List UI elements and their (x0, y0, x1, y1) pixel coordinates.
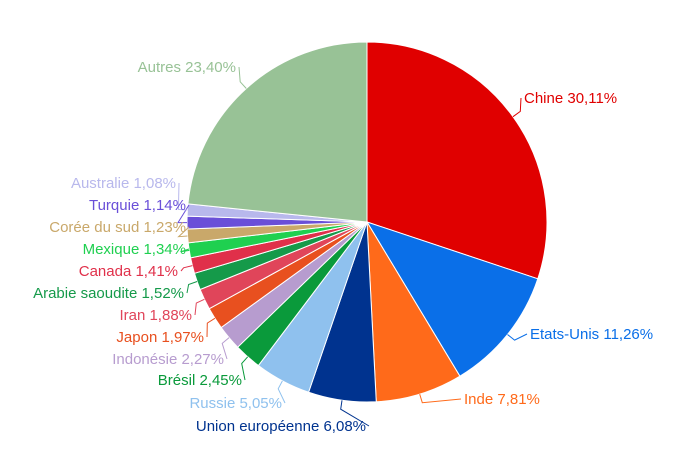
leader-line-13 (177, 226, 190, 238)
slice-label-11: Canada 1,41% (79, 263, 178, 280)
leader-line-5 (277, 380, 286, 404)
leader-line-6 (241, 356, 249, 381)
leader-line-16 (238, 66, 247, 89)
slice-label-13: Corée du sud 1,23% (49, 219, 186, 236)
slice-label-14: Turquie 1,14% (89, 197, 186, 214)
leader-line-8 (206, 317, 216, 338)
slice-label-10: Arabie saoudite 1,52% (33, 285, 184, 302)
slice-label-9: Iran 1,88% (119, 307, 192, 324)
leader-line-7 (221, 337, 230, 360)
leader-line-1 (512, 97, 522, 118)
leader-line-4 (340, 400, 370, 427)
leader-line-3 (419, 393, 462, 404)
slice-label-5: Russie 5,05% (189, 395, 282, 412)
leader-line-12 (180, 248, 190, 253)
slice-labels: Chine 30,11% Etats-Unis 11,26% Inde 7,81% U… (33, 59, 653, 435)
leader-line-10 (186, 281, 198, 294)
leader-line-9 (194, 298, 205, 316)
leader-lines (177, 66, 528, 427)
slice-label-12: Mexique 1,34% (83, 241, 186, 258)
slice-label-1: Chine 30,11% (524, 90, 617, 107)
slice-label-8: Japon 1,97% (116, 329, 204, 346)
slice-label-6: Brésil 2,45% (158, 372, 242, 389)
leader-line-11 (180, 265, 193, 272)
slice-label-4: Union européenne 6,08% (196, 418, 366, 435)
slice-label-2: Etats-Unis 11,26% (530, 326, 653, 343)
slice-label-15: Australie 1,08% (71, 175, 176, 192)
slice-label-3: Inde 7,81% (464, 391, 540, 408)
leader-line-15 (177, 182, 188, 211)
slice-label-7: Indonésie 2,27% (112, 351, 224, 368)
pie-slices (186, 41, 548, 403)
pie-slice-1 (366, 41, 548, 280)
slice-label-16: Autres 23,40% (138, 59, 236, 76)
leader-line-2 (507, 333, 528, 341)
leader-line-14 (177, 204, 190, 224)
